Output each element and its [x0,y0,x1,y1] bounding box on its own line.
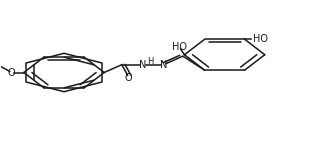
Text: N: N [160,60,167,70]
Text: HO: HO [171,42,187,52]
Text: N: N [139,60,146,70]
Text: O: O [125,73,133,83]
Text: HO: HO [253,34,268,44]
Text: O: O [8,68,16,77]
Text: H: H [147,57,153,66]
